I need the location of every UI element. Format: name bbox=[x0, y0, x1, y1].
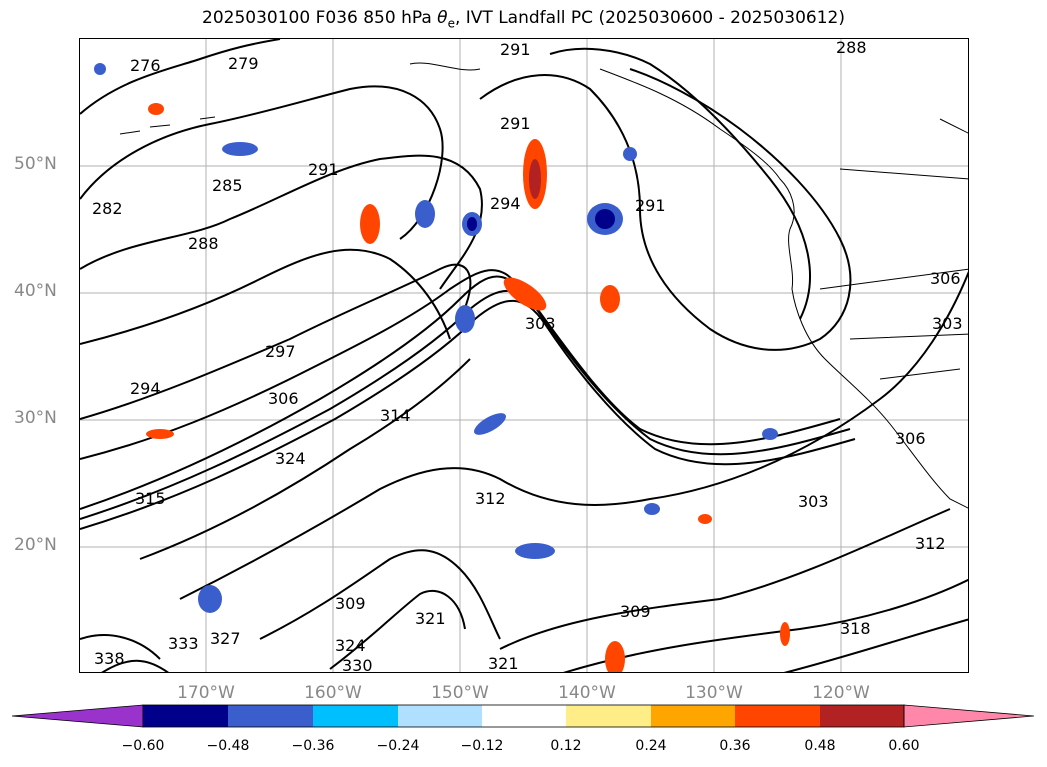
contour-label: 291 bbox=[500, 114, 531, 133]
lon-label-120w: 120°W bbox=[812, 683, 870, 703]
contour-label: 312 bbox=[475, 489, 506, 508]
colorbar-extend-high bbox=[903, 704, 1035, 728]
contour-label: 288 bbox=[188, 234, 219, 253]
contour-label: 333 bbox=[168, 634, 199, 653]
colorbar-segment bbox=[566, 705, 651, 727]
colorbar-segment bbox=[313, 705, 398, 727]
contour-labels: 276 279 291 288 282 285 291 288 294 291 … bbox=[92, 39, 963, 673]
contour-label: 309 bbox=[620, 602, 651, 621]
contour-label: 306 bbox=[268, 389, 299, 408]
lon-label-160w: 160°W bbox=[304, 683, 362, 703]
lon-label-130w: 130°W bbox=[685, 683, 743, 703]
lon-label-170w: 170°W bbox=[177, 683, 235, 703]
contour-label: 291 bbox=[308, 160, 339, 179]
lat-label-20n: 20°N bbox=[14, 535, 57, 555]
contour-label: 303 bbox=[798, 492, 829, 511]
contour-label: 288 bbox=[836, 39, 867, 57]
theta-e-contours bbox=[80, 39, 968, 672]
coastline bbox=[119, 62, 968, 509]
contour-label: 321 bbox=[488, 654, 519, 673]
contour-label: 303 bbox=[932, 314, 963, 333]
colorbar-tick: 0.60 bbox=[888, 738, 920, 754]
colorbar-segment bbox=[482, 705, 566, 727]
contour-label: 324 bbox=[275, 449, 306, 468]
contour-label: 327 bbox=[210, 629, 241, 648]
contour-label: 282 bbox=[92, 199, 123, 218]
colorbar bbox=[11, 704, 1035, 728]
lat-label-30n: 30°N bbox=[14, 408, 57, 428]
contour-label: 303 bbox=[525, 314, 556, 333]
colorbar-tick: 0.12 bbox=[550, 738, 582, 754]
contour-label: 321 bbox=[415, 609, 446, 628]
colorbar-tick: −0.48 bbox=[206, 738, 250, 754]
contour-label: 285 bbox=[212, 176, 243, 195]
contour-label: 318 bbox=[840, 619, 871, 638]
contour-label: 312 bbox=[915, 534, 946, 553]
contour-label: 315 bbox=[135, 489, 166, 508]
contour-label: 291 bbox=[635, 196, 666, 215]
contour-label: 279 bbox=[228, 54, 259, 73]
colorbar-segment bbox=[143, 705, 228, 727]
colorbar-segment bbox=[820, 705, 904, 727]
map-canvas: 276 279 291 288 282 285 291 288 294 291 … bbox=[80, 39, 968, 673]
colorbar-segment bbox=[228, 705, 313, 727]
colorbar-tick: −0.60 bbox=[121, 738, 165, 754]
colorbar-segment bbox=[398, 705, 482, 727]
colorbar-tick: −0.24 bbox=[376, 738, 420, 754]
contour-label: 324 bbox=[335, 636, 366, 655]
contour-label: 314 bbox=[380, 406, 411, 425]
graticule bbox=[80, 39, 968, 672]
contour-label: 294 bbox=[130, 379, 161, 398]
colorbar-tick: 0.36 bbox=[719, 738, 751, 754]
lon-label-140w: 140°W bbox=[558, 683, 616, 703]
lat-label-40n: 40°N bbox=[14, 281, 57, 301]
contour-label: 330 bbox=[342, 656, 373, 673]
contour-label: 306 bbox=[930, 269, 961, 288]
ivt-shading bbox=[94, 63, 790, 672]
colorbar-tick: −0.36 bbox=[291, 738, 335, 754]
colorbar-tick: 0.24 bbox=[635, 738, 667, 754]
contour-label: 338 bbox=[94, 649, 125, 668]
contour-label: 291 bbox=[500, 40, 531, 59]
contour-label: 294 bbox=[490, 194, 521, 213]
lat-label-50n: 50°N bbox=[14, 154, 57, 174]
figure-title: 2025030100 F036 850 hPa θe, IVT Landfall… bbox=[202, 8, 845, 31]
map-panel[interactable]: 276 279 291 288 282 285 291 288 294 291 … bbox=[79, 38, 969, 673]
colorbar-tick: 0.48 bbox=[804, 738, 836, 754]
colorbar-extend-low bbox=[11, 704, 144, 728]
colorbar-segment bbox=[735, 705, 820, 727]
contour-label: 309 bbox=[335, 594, 366, 613]
lon-label-150w: 150°W bbox=[431, 683, 489, 703]
contour-label: 306 bbox=[895, 429, 926, 448]
colorbar-segment bbox=[651, 705, 735, 727]
contour-label: 297 bbox=[265, 342, 296, 361]
contour-label: 276 bbox=[130, 56, 161, 75]
colorbar-tick: −0.12 bbox=[460, 738, 504, 754]
